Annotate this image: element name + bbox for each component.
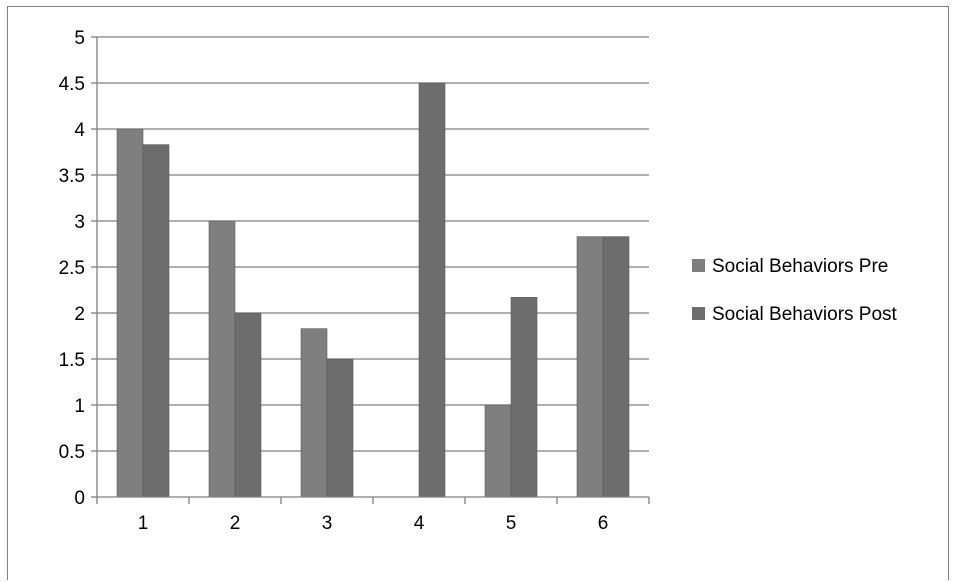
bar-post (602, 236, 630, 498)
y-tick-label: 2 (74, 304, 85, 325)
x-tick-label: 4 (414, 513, 425, 534)
y-tick-label: 0.5 (59, 442, 85, 463)
y-tick-label: 2.5 (59, 258, 85, 279)
x-tick-label: 6 (598, 513, 609, 534)
bar-post (418, 82, 446, 498)
bar-pre (484, 404, 512, 498)
y-tick-label: 3 (74, 212, 85, 233)
bar-post (326, 358, 354, 498)
legend-swatch (692, 259, 705, 272)
x-tick-label: 1 (138, 513, 149, 534)
x-tick-label: 3 (322, 513, 333, 534)
x-tick-label: 2 (230, 513, 241, 534)
y-tick-label: 5 (74, 28, 85, 49)
legend-label: Social Behaviors Pre (712, 256, 888, 277)
bar-post (234, 312, 262, 498)
x-tick-label: 5 (506, 513, 517, 534)
bar-post (510, 297, 538, 498)
y-tick-label: 4 (74, 120, 85, 141)
y-tick-label: 3.5 (59, 166, 85, 187)
y-tick-label: 4.5 (59, 74, 85, 95)
bar-pre (576, 236, 604, 498)
bar-post (142, 144, 170, 498)
y-tick-label: 0 (74, 488, 85, 509)
bar-pre (300, 328, 328, 498)
y-tick-label: 1 (74, 396, 85, 417)
legend-swatch (692, 307, 705, 320)
legend-label: Social Behaviors Post (712, 304, 898, 325)
bar-pre (116, 128, 144, 498)
y-tick-label: 1.5 (59, 350, 85, 371)
bar-pre (208, 220, 236, 498)
